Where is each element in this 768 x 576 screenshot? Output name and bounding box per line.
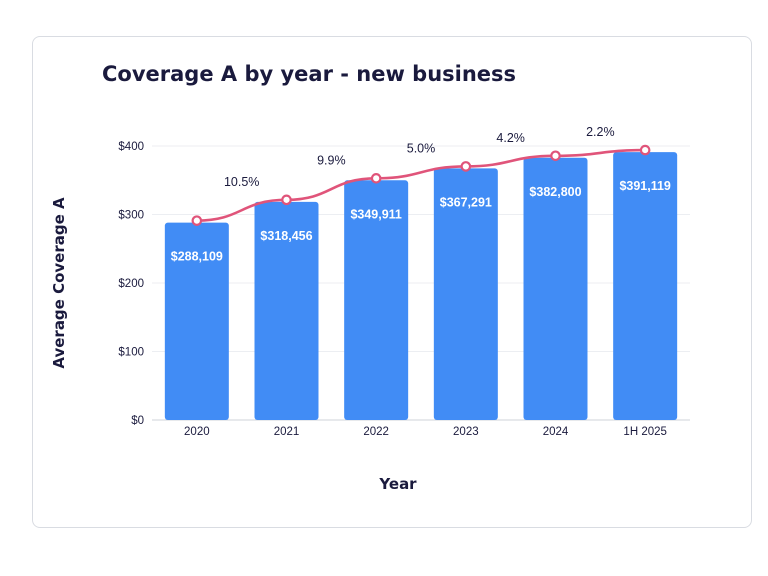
bar: [344, 180, 409, 420]
bar: [523, 157, 588, 421]
growth-label: 9.9%: [317, 153, 346, 167]
bars: $288,109 $318,456 $349,911 $367,291 $382,800…: [164, 152, 678, 421]
bar-value-label: $349,911: [350, 207, 401, 221]
growth-point: [370, 173, 382, 184]
growth-point: [460, 161, 472, 172]
growth-label: 2.2%: [586, 125, 615, 139]
growth-line: 10.5% 9.9% 5.0% 4.2% 2.2%: [191, 125, 651, 226]
y-axis-label: Average Coverage A: [50, 197, 68, 369]
x-tick-label: 2024: [543, 426, 569, 438]
growth-point: [191, 215, 203, 226]
y-axis-ticks: $0 $100 $200 $300 $400: [118, 141, 144, 427]
bar: [433, 168, 498, 420]
x-tick-label: 2020: [184, 426, 210, 438]
x-axis-label: Year: [378, 475, 417, 493]
growth-label: 4.2%: [496, 131, 525, 145]
x-tick-label: 2021: [274, 426, 300, 438]
x-tick-label: 2023: [453, 426, 479, 438]
growth-point: [550, 150, 561, 162]
bar-value-label: $318,456: [260, 229, 312, 243]
y-tick-label: $300: [118, 210, 144, 222]
gridlines: [152, 145, 690, 421]
chart-title: Coverage A by year - new business: [102, 62, 517, 86]
bar: [164, 222, 229, 420]
bar-value-label: $288,109: [171, 250, 223, 264]
y-tick-label: $100: [118, 347, 144, 359]
growth-point: [639, 144, 651, 156]
bar-value-label: $367,291: [440, 195, 492, 209]
x-tick-label: 2022: [363, 426, 389, 438]
x-axis-ticks: 2020 2021 2022 2023 2024 1H 2025: [184, 426, 667, 438]
bar: [613, 152, 678, 420]
growth-point: [281, 194, 292, 206]
bar-value-label: $382,800: [529, 185, 581, 199]
x-tick-label: 1H 2025: [623, 426, 666, 438]
growth-label: 10.5%: [224, 175, 259, 189]
bar-value-label: $391,119: [619, 179, 670, 193]
bar: [254, 201, 319, 420]
y-tick-label: $400: [118, 141, 144, 153]
y-tick-label: $0: [131, 415, 144, 427]
y-tick-label: $200: [118, 278, 144, 290]
growth-label: 5.0%: [407, 141, 436, 155]
